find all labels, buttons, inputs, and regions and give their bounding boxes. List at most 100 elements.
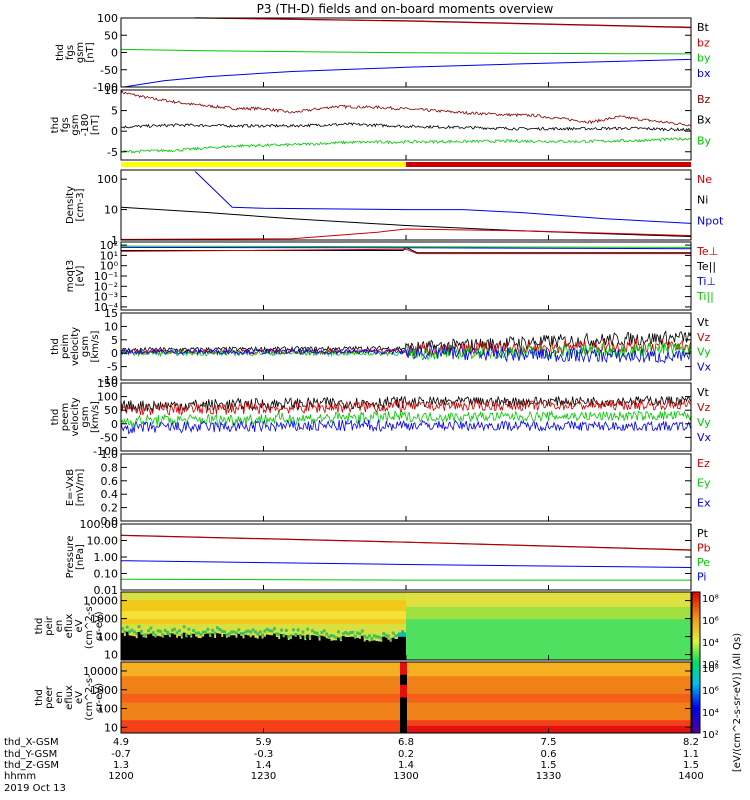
y-tick-label: -100 (93, 81, 118, 94)
y-tick-label: 0 (111, 47, 118, 60)
y-tick-label: -50 (100, 431, 118, 444)
y-axis-label: gsm (80, 336, 91, 357)
x-axis-value: 0.2 (398, 749, 414, 760)
y-axis-label: [km/s] (90, 401, 101, 433)
y-tick-label: 10⁰ (100, 260, 119, 273)
y-tick-label: -100 (93, 445, 118, 458)
y-tick-label: 10 (104, 204, 118, 217)
y-tick-label: 10² (100, 239, 118, 252)
y-axis-label: (cm^2-s- (84, 674, 95, 721)
y-axis-label: Density (65, 186, 76, 224)
legend-Bt: Bt (697, 21, 710, 34)
x-axis-row-label: thd_X-GSM (4, 737, 59, 748)
y-tick-label: 0.8 (101, 461, 119, 474)
spectrogram (121, 592, 691, 660)
legend-Ti||: Ti|| (696, 290, 714, 303)
y-tick-label: 5 (111, 105, 118, 118)
y-tick-label: 10⁻³ (94, 291, 118, 304)
panel-fgs: -100 -50 0 50 100 thd fgs gsm [nT] Bt bz by bx (55, 12, 711, 94)
panel-density: 1 10 100 Density [cm-3] Ne Ni Npot (65, 169, 724, 247)
legend-Pi: Pi (697, 571, 706, 584)
y-tick-label: 1.0 (101, 448, 119, 461)
x-axis-value: 1300 (393, 771, 418, 782)
y-axis-label: [mV/m] (75, 469, 86, 507)
series-Vy (120, 342, 692, 361)
legend-Ex: Ex (697, 496, 711, 509)
legend-Vy: Vy (697, 416, 711, 429)
legend-Npot: Npot (697, 214, 724, 227)
y-tick-label: 100 (97, 12, 118, 25)
legend-Bx: Bx (697, 114, 712, 127)
panel-peir_spec: 10 100 1000 10000 thd peir en eflux eV (cm^2-s-sr… (34, 591, 692, 662)
y-tick-label: 10 (104, 721, 118, 734)
y-tick-label: 10⁻¹ (94, 270, 118, 283)
y-axis-label: gsm (75, 42, 86, 63)
x-axis-value: -0.3 (254, 749, 274, 760)
colorbar-tick-label: 10⁸ (702, 594, 719, 605)
x-axis-value: 4.9 (113, 737, 129, 748)
y-tick-label: 10000 (83, 665, 118, 678)
x-axis-value: 7.5 (541, 737, 557, 748)
series-Bx (120, 122, 692, 132)
series-Pi (120, 560, 692, 568)
x-axis-value: 1.5 (683, 760, 699, 771)
legend-Vt: Vt (697, 386, 710, 399)
legend-Ey: Ey (697, 477, 711, 490)
y-tick-label: 0 (111, 418, 118, 431)
series-by (120, 48, 692, 55)
y-tick-label: 0.01 (94, 584, 119, 597)
y-tick-label: -50 (100, 64, 118, 77)
series-bz (195, 17, 692, 29)
figure-title: P3 (TH-D) fields and on-board moments ov… (257, 2, 554, 16)
legend-bx: bx (697, 67, 711, 80)
y-axis-label: [nT] (90, 115, 101, 135)
x-axis-block: thd_X-GSM 4.9 5.9 6.8 7.5 8.2 thd_Y-GSM -0.7 -0.… (4, 737, 704, 794)
series-Vx (120, 419, 692, 435)
y-axis-label: [eV] (75, 266, 86, 287)
y-axis-label: velocity (70, 327, 81, 366)
y-tick-label: 0 (111, 347, 118, 360)
panel-pressure: 0.01 0.10 1.00 10.00 100.00 Pressure [nPa] Pt Pb… (65, 518, 711, 597)
x-axis-row-label: thd_Y-GSM (4, 749, 57, 760)
x-axis-value: 1.4 (398, 760, 414, 771)
series-Npot (194, 171, 692, 224)
series-Ni (120, 206, 692, 237)
x-axis-value: 0.6 (541, 749, 557, 760)
x-axis-value: -0.7 (111, 749, 131, 760)
x-axis-row-label: hhmm (4, 771, 36, 782)
y-tick-label: 50 (104, 29, 118, 42)
y-tick-label: 0.6 (101, 475, 119, 488)
y-tick-label: 10 (104, 320, 118, 333)
y-axis-label: peem (60, 403, 71, 431)
colorbar-tick-label: 10⁴ (702, 638, 719, 649)
legend-Vz: Vz (697, 331, 711, 344)
y-axis-label: peim (60, 334, 71, 359)
x-axis-value: 8.2 (683, 737, 699, 748)
y-tick-label: 150 (97, 377, 118, 390)
y-tick-label: 50 (104, 404, 118, 417)
legend-By: By (697, 134, 712, 147)
y-axis-label: [cm-3] (75, 188, 86, 221)
y-tick-label: -10 (100, 374, 118, 387)
panel-frame (120, 89, 692, 161)
series-Ti⊥ (120, 246, 692, 250)
y-tick-label: 0.0 (101, 515, 119, 528)
legend-Ni: Ni (697, 194, 708, 207)
y-axis-label: sr-eV) (94, 611, 105, 640)
x-axis-value: 5.9 (256, 737, 272, 748)
y-tick-label: 100 (97, 173, 118, 186)
y-tick-label: 10¹ (100, 249, 118, 262)
legend-Te⊥: Te⊥ (696, 245, 718, 258)
y-tick-label: 5 (111, 334, 118, 347)
legend-Bz: Bz (697, 93, 711, 106)
panel-fgs_dsl: -5 0 5 10 thd fgs gsm -180 [nT] Bz Bx By (50, 84, 712, 161)
x-axis-value: 1400 (678, 771, 703, 782)
legend-Vx: Vx (697, 431, 712, 444)
y-axis-label: fgs (65, 45, 76, 60)
y-tick-label: -5 (107, 361, 118, 374)
y-tick-label: 10 (104, 649, 118, 662)
